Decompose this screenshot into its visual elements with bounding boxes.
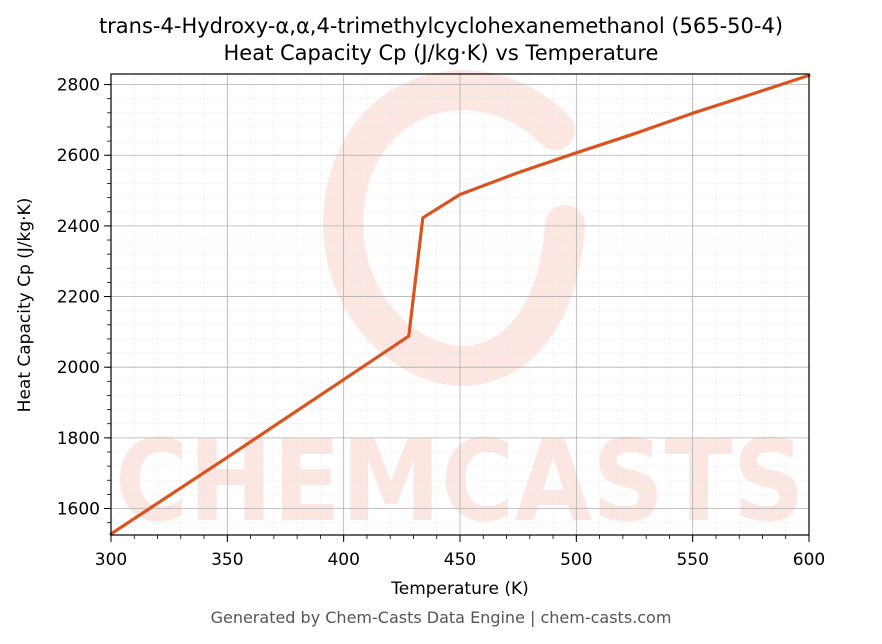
chart-title: trans-4-Hydroxy-α,α,4-trimethylcyclohexa… [98,14,784,38]
x-tick-label: 400 [327,550,359,570]
y-tick-label: 2000 [57,358,100,378]
series-line-group [109,73,811,536]
x-tick-label: 600 [793,550,825,570]
y-tick-label: 2600 [57,146,100,166]
major-grid [110,74,810,535]
x-tick-label: 550 [676,550,708,570]
y-tick-label: 2400 [57,217,100,237]
y-tick-label: 1800 [57,429,100,449]
x-tick-label: 350 [211,550,243,570]
y-tick-label: 1600 [57,500,100,520]
chart-subtitle: Heat Capacity Cp (J/kg·K) vs Temperature [223,41,659,65]
x-tick-labels: 300 350 400 450 500 550 600 [95,550,825,570]
y-tick-label: 2200 [57,288,100,308]
x-tick-label: 300 [95,550,127,570]
series-line [109,73,811,536]
x-tick-label: 450 [444,550,476,570]
axis-ticks [104,84,810,542]
y-tick-labels: 1600 1800 2000 2200 2400 2600 2800 [57,76,100,520]
x-tick-label: 500 [560,550,592,570]
x-axis-label: Temperature (K) [390,579,529,599]
y-axis-label: Heat Capacity Cp (J/kg·K) [15,198,35,413]
y-tick-label: 2800 [57,76,100,96]
footer-credit: Generated by Chem-Casts Data Engine | ch… [210,608,672,627]
